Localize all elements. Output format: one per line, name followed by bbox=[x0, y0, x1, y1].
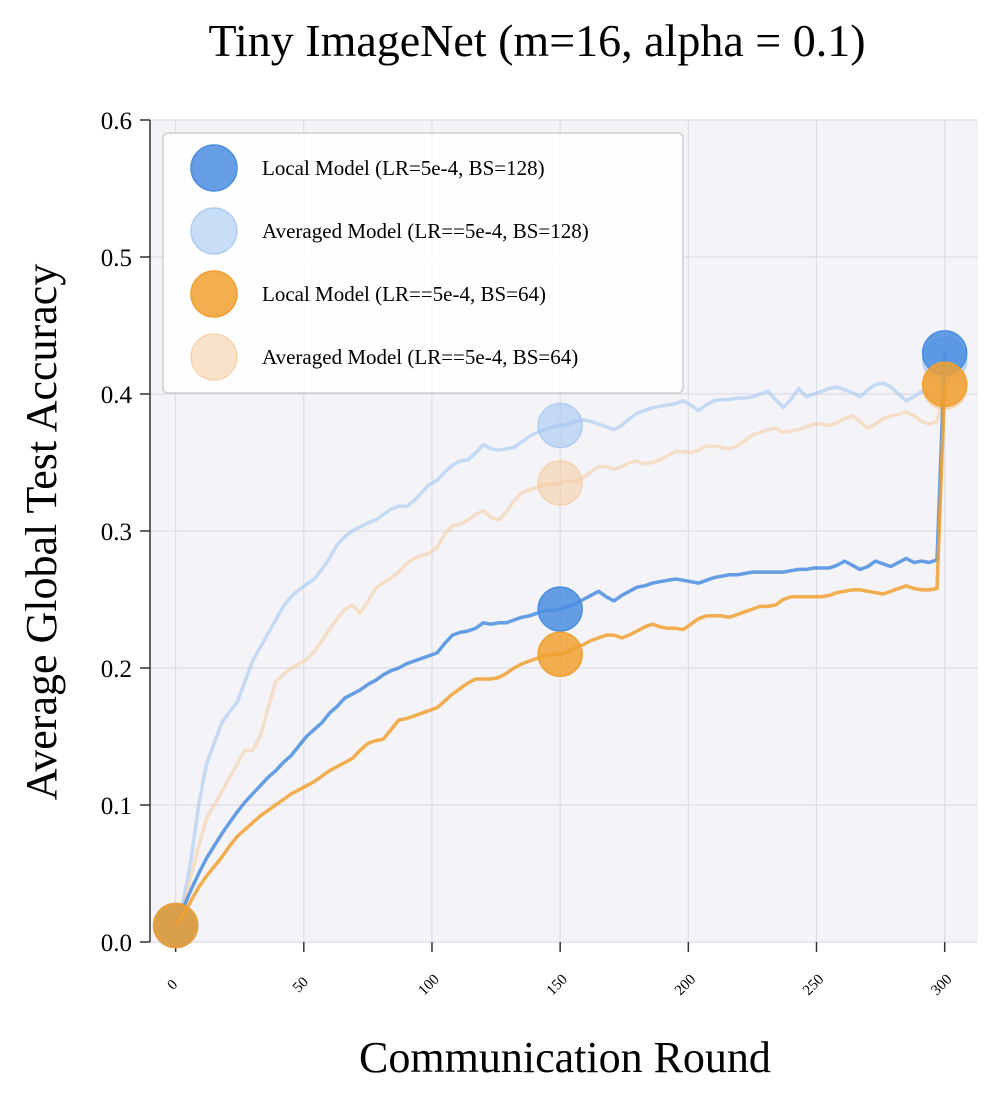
legend-box bbox=[162, 132, 684, 394]
x-tick-label: 250 bbox=[800, 972, 827, 999]
y-tick-label: 0.3 bbox=[101, 519, 132, 546]
series-marker bbox=[537, 402, 583, 449]
y-tick-label: 0.4 bbox=[101, 382, 133, 409]
y-tick-label: 0.6 bbox=[101, 108, 132, 135]
x-tick-label: 200 bbox=[672, 972, 699, 999]
series-marker bbox=[537, 460, 583, 506]
y-tick-label: 0.2 bbox=[101, 656, 132, 683]
x-tick-label: 100 bbox=[416, 972, 443, 999]
x-axis-label: Communication Round bbox=[359, 1033, 771, 1082]
y-tick-label: 0.5 bbox=[101, 245, 132, 272]
series-marker bbox=[921, 361, 968, 408]
legend-label: Averaged Model (LR==5e-4, BS=64) bbox=[262, 345, 578, 369]
y-axis-label: Average Global Test Accuracy bbox=[17, 264, 66, 801]
x-tick-label: 150 bbox=[544, 972, 571, 999]
y-tick-label: 0.0 bbox=[101, 930, 132, 957]
legend: Local Model (LR=5e-4, BS=128) Averaged Mo… bbox=[162, 132, 684, 394]
legend-marker bbox=[190, 207, 238, 255]
series-marker bbox=[152, 902, 199, 949]
series-layer bbox=[152, 330, 968, 949]
x-tick-label: 50 bbox=[290, 974, 312, 996]
x-tick-label: 300 bbox=[928, 972, 955, 999]
series-marker bbox=[537, 586, 583, 632]
legend-marker bbox=[190, 144, 238, 192]
series-marker bbox=[537, 631, 583, 678]
series-3 bbox=[152, 361, 968, 949]
x-tick-label: 0 bbox=[164, 977, 181, 994]
legend-label: Local Model (LR==5e-4, BS=64) bbox=[262, 282, 546, 306]
legend-marker bbox=[190, 333, 238, 381]
legend-marker bbox=[190, 270, 238, 318]
chart-title: Tiny ImageNet (m=16, alpha = 0.1) bbox=[208, 15, 865, 66]
y-tick-label: 0.1 bbox=[101, 793, 132, 820]
legend-label: Averaged Model (LR==5e-4, BS=128) bbox=[262, 219, 589, 243]
legend-label: Local Model (LR=5e-4, BS=128) bbox=[262, 156, 545, 180]
